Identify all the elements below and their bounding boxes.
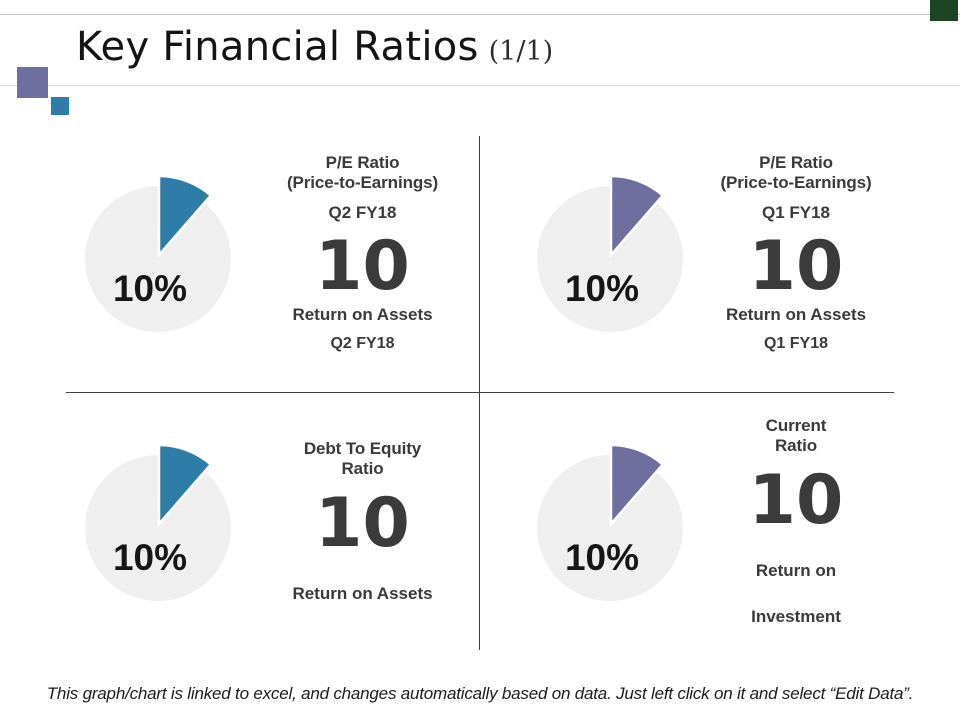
metric-heading-line2: (Price-to-Earnings) — [286, 173, 439, 193]
pie-highlight-wedge — [157, 174, 213, 259]
pie-chart-pe-ratio-q2[interactable]: 10% — [70, 165, 246, 341]
metric-heading-line2: Ratio — [774, 436, 817, 456]
metric-heading: P/E Ratio — [325, 152, 400, 172]
metric-sublabel: Return on — [755, 560, 837, 580]
pie-chart-pe-ratio-q1[interactable]: 10% — [522, 165, 698, 341]
title-row: Key Financial Ratios (1/1) — [76, 24, 553, 70]
metric-sublabel-line2: Investment — [751, 606, 841, 626]
page-title-suffix: (1/1) — [488, 36, 554, 67]
metric-value: 10 — [748, 226, 844, 306]
pie-percent-label: 10% — [565, 537, 639, 578]
pie-chart-current-ratio[interactable]: 10% — [522, 434, 698, 610]
pie-percent-label: 10% — [565, 268, 639, 309]
quadrant-text-block: Current Ratio 10 Return on Investment — [698, 416, 894, 628]
pie-remainder-slice — [85, 454, 231, 601]
quadrant-top-left: 10% P/E Ratio (Price-to-Earnings) Q2 FY1… — [66, 136, 480, 393]
quadrant-top-right: 10% P/E Ratio (Price-to-Earnings) Q1 FY1… — [480, 136, 894, 393]
metric-heading: Debt To Equity — [303, 438, 422, 458]
metric-subperiod: Q1 FY18 — [763, 335, 829, 353]
pie-percent-label: 10% — [113, 537, 187, 578]
pie-chart-svg: 10% — [537, 443, 683, 601]
metric-heading-line2: Ratio — [341, 459, 384, 479]
pie-remainder-slice — [85, 186, 231, 332]
quadrant-bottom-right: 10% Current Ratio 10 Return on Investmen… — [480, 393, 894, 650]
metric-value: 10 — [748, 460, 844, 540]
pie-highlight-wedge — [609, 174, 665, 259]
pie-chart-svg: 10% — [537, 174, 683, 332]
pie-chart-debt-to-equity[interactable]: 10% — [70, 434, 246, 610]
corner-accent-square — [930, 0, 958, 21]
accent-square-blue — [51, 97, 69, 115]
metric-sublabel: Return on Assets — [292, 583, 433, 603]
pie-remainder-slice — [537, 186, 683, 332]
metric-period: Q2 FY18 — [328, 202, 397, 222]
pie-remainder-slice — [537, 454, 683, 601]
quadrant-text-block: P/E Ratio (Price-to-Earnings) Q1 FY18 10… — [698, 153, 894, 353]
metric-sublabel: Return on Assets — [725, 304, 867, 324]
quadrant-bottom-left: 10% Debt To Equity Ratio 10 Return on As… — [66, 393, 480, 650]
metric-heading: Current — [765, 415, 827, 435]
quadrant-grid: 10% P/E Ratio (Price-to-Earnings) Q2 FY1… — [66, 136, 894, 650]
quadrant-text-block: P/E Ratio (Price-to-Earnings) Q2 FY18 10… — [246, 153, 479, 353]
pie-percent-label: 10% — [113, 268, 187, 309]
top-border-line — [0, 14, 960, 15]
footer-note: This graph/chart is linked to excel, and… — [46, 684, 914, 703]
metric-subperiod: Q2 FY18 — [330, 335, 395, 353]
pie-highlight-wedge — [157, 443, 213, 527]
metric-heading: P/E Ratio — [759, 152, 833, 172]
metric-value: 10 — [315, 483, 410, 563]
pie-chart-svg: 10% — [85, 443, 231, 601]
metric-period: Q1 FY18 — [761, 202, 831, 222]
metric-sublabel: Return on Assets — [292, 304, 433, 324]
metric-heading-line2: (Price-to-Earnings) — [720, 173, 872, 193]
accent-square-purple — [17, 67, 48, 98]
title-underline — [0, 85, 960, 86]
metric-value: 10 — [315, 226, 410, 306]
quadrant-text-block: Debt To Equity Ratio 10 Return on Assets — [246, 439, 479, 604]
page-title: Key Financial Ratios — [76, 24, 479, 70]
pie-chart-svg: 10% — [85, 174, 231, 332]
pie-highlight-wedge — [609, 443, 665, 527]
